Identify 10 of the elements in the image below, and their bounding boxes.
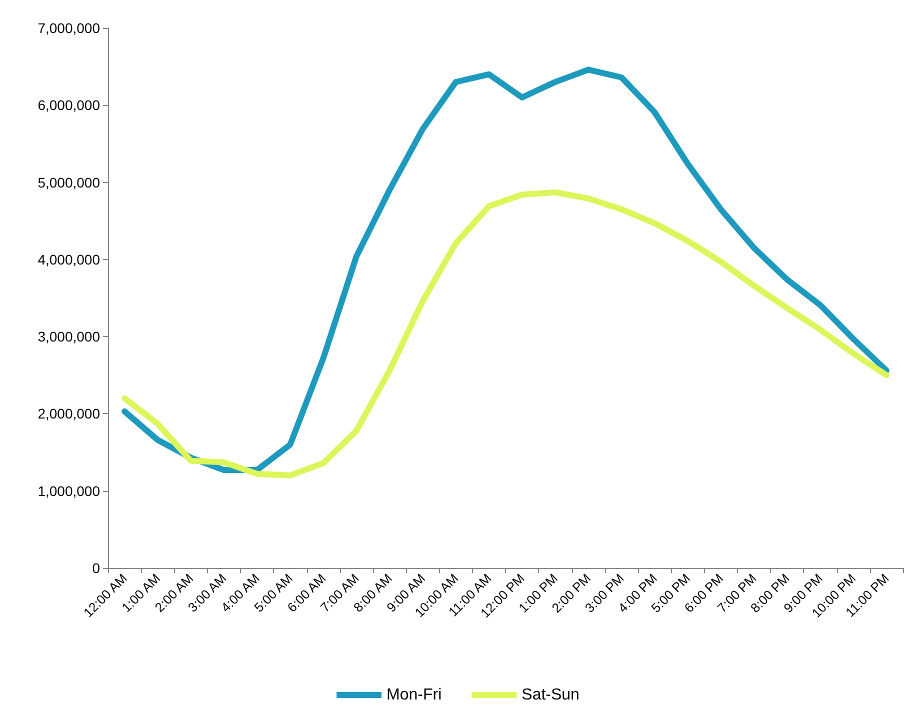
y-tick-label: 4,000,000 — [38, 251, 100, 268]
legend-label: Sat-Sun — [522, 686, 580, 704]
y-tick-label: 5,000,000 — [38, 174, 100, 190]
y-tick-label: 6,000,000 — [38, 97, 100, 114]
legend-label: Mon-Fri — [386, 686, 442, 704]
y-tick-label: 7,000,000 — [38, 20, 100, 36]
y-tick-label: 0 — [92, 560, 100, 576]
y-tick-label: 1,000,000 — [38, 482, 100, 499]
y-tick-label: 2,000,000 — [38, 406, 100, 422]
y-tick-label: 3,000,000 — [38, 328, 100, 345]
